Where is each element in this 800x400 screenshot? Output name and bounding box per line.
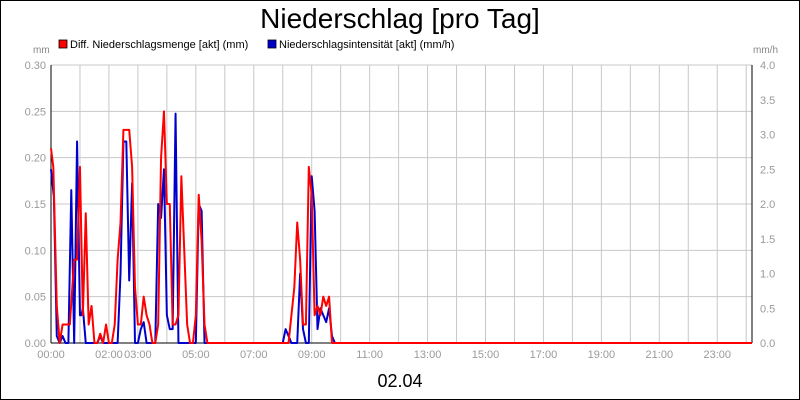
legend-swatch-blue <box>267 39 277 49</box>
y-right-tick-label: 4.0 <box>760 60 775 72</box>
x-tick-label: 11:00 <box>356 349 383 361</box>
x-tick-label: 03:00 <box>124 349 152 361</box>
y-right-tick-label: 3.0 <box>760 130 775 142</box>
y-right-tick-label: 3.5 <box>760 95 775 107</box>
series-line-niederschlagsintensitaet <box>50 112 752 344</box>
legend: Diff. Niederschlagsmenge [akt] (mm) Nied… <box>58 39 454 51</box>
y-right-tick-label: 2.0 <box>760 199 775 211</box>
x-tick-label: 02:00 <box>95 349 123 361</box>
x-tick-label: 09:00 <box>298 349 326 361</box>
x-tick-label: 15:00 <box>472 349 500 361</box>
y-left-tick-label: 0.30 <box>25 60 46 72</box>
legend-label-intensitaet: Niederschlagsintensität [akt] (mm/h) <box>279 39 454 51</box>
y-right-tick-label: 1.0 <box>760 269 775 281</box>
x-tick-label: 19:00 <box>588 349 616 361</box>
y-left-tick-label: 0.05 <box>25 292 46 304</box>
legend-label-menge: Diff. Niederschlagsmenge [akt] (mm) <box>70 39 248 51</box>
x-tick-label: 21:00 <box>646 349 674 361</box>
y-right-tick-label: 2.5 <box>760 164 775 176</box>
y-left-unit: mm <box>33 45 50 56</box>
x-tick-label: 07:00 <box>240 349 268 361</box>
x-tick-label: 13:00 <box>414 349 442 361</box>
y-left-tick-label: 0.15 <box>25 199 46 211</box>
x-tick-label: 23:00 <box>703 349 731 361</box>
y-right-tick-label: 1.5 <box>760 234 775 246</box>
legend-swatch-red <box>58 39 68 49</box>
y-right-unit: mm/h <box>753 45 778 56</box>
y-left-tick-label: 0.20 <box>25 153 46 165</box>
grid <box>50 64 752 344</box>
series-group <box>50 110 752 344</box>
y-left-tick-label: 0.00 <box>25 338 46 350</box>
x-tick-label: 00:00 <box>37 349 65 361</box>
y-left-tick-label: 0.10 <box>25 245 46 257</box>
y-right-tick-label: 0.5 <box>760 303 775 315</box>
x-tick-label: 17:00 <box>530 349 558 361</box>
tick-labels: 00:00 02:00 03:00 05:00 07:00 09:00 11:00 13:00… <box>25 60 776 361</box>
x-axis-date-label: 02.04 <box>377 371 422 391</box>
y-left-tick-label: 0.25 <box>25 106 46 118</box>
x-tick-label: 05:00 <box>182 349 210 361</box>
y-right-tick-label: 0.0 <box>760 338 775 350</box>
series-line-niederschlagsmenge <box>50 110 752 344</box>
chart-title: Niederschlag [pro Tag] <box>260 3 540 34</box>
